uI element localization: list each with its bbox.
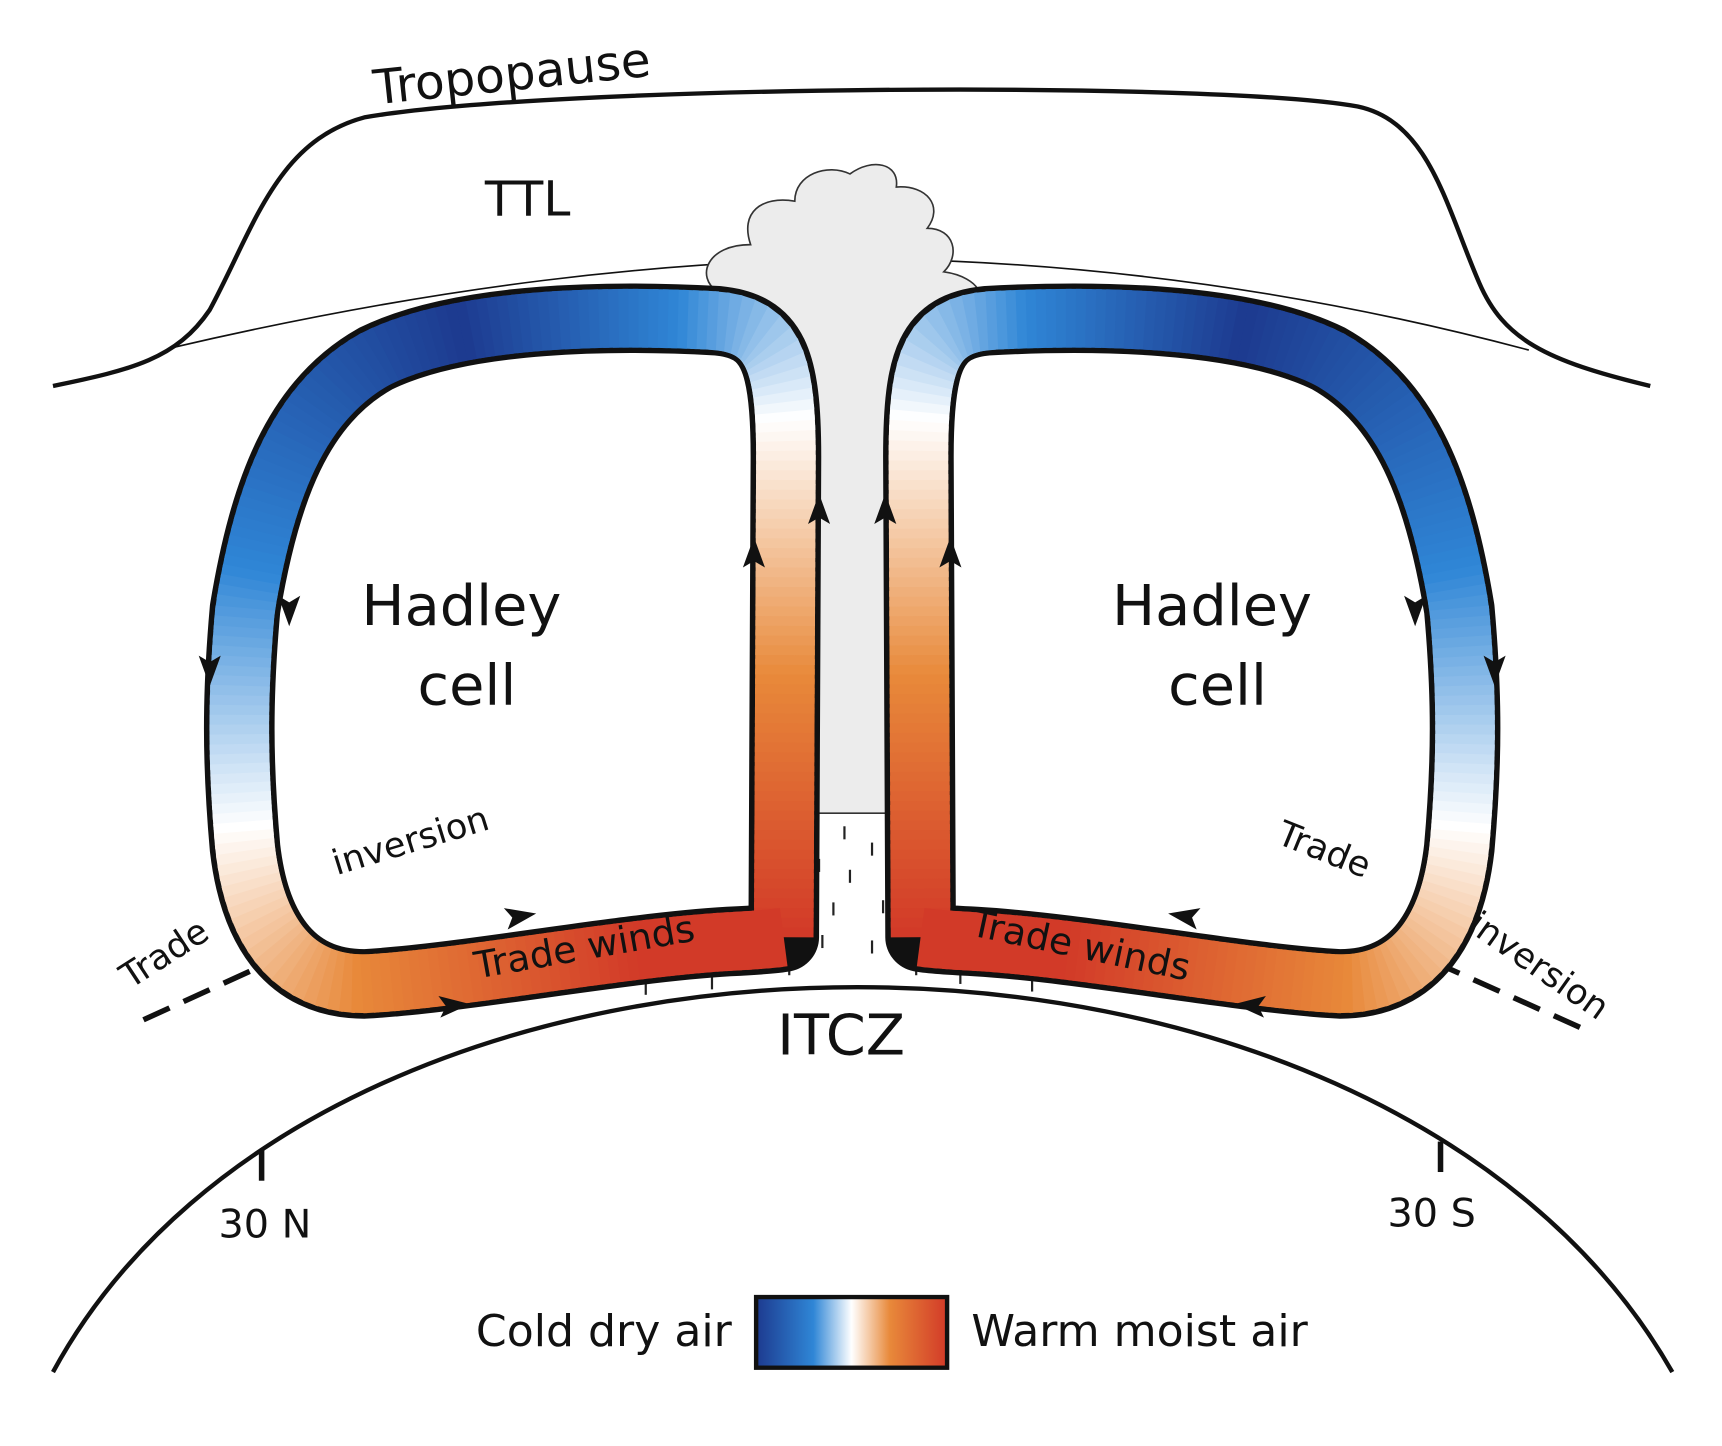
tropopause-line: [52, 87, 1651, 389]
legend-warm-label: Warm moist air: [971, 1306, 1308, 1357]
hadley-right-line2: cell: [1168, 653, 1267, 718]
hadley-left-line2: cell: [418, 653, 517, 718]
flow-arrow-icon: [742, 537, 765, 568]
flow-arrow-icon: [1168, 908, 1201, 930]
flow-arrow-icon: [1483, 655, 1506, 687]
hadley-cell-left: [198, 283, 831, 1019]
legend-color-bar: [753, 1294, 950, 1370]
trade-label-left: Trade: [112, 911, 216, 998]
hadley-left-line1: Hadley: [361, 574, 561, 639]
flow-arrow-icon: [503, 908, 537, 930]
lat-30s-label: 30 S: [1387, 1191, 1475, 1237]
flow-arrow-icon: [874, 493, 897, 525]
flow-arrow-icon: [278, 595, 301, 627]
legend-cold-label: Cold dry air: [476, 1306, 733, 1357]
hadley-right-line1: Hadley: [1112, 574, 1312, 639]
ttl-label: TTL: [484, 172, 571, 228]
flow-arrow-icon: [939, 537, 962, 568]
earth-surface: [51, 985, 1675, 1374]
hadley-cell-right: [874, 283, 1506, 1019]
flow-arrow-icon: [198, 655, 221, 687]
flow-arrow-icon: [1234, 995, 1266, 1018]
lat-30n-label: 30 N: [218, 1202, 311, 1248]
flow-arrow-icon: [808, 493, 831, 525]
flow-arrow-icon: [438, 995, 471, 1018]
cell-flow-segment: [916, 908, 935, 968]
cell-flow-segment: [770, 908, 788, 968]
itcz-label: ITCZ: [777, 1003, 905, 1068]
flow-arrow-icon: [1404, 595, 1427, 627]
legend: Cold dry air Warm moist air: [476, 1294, 1309, 1370]
